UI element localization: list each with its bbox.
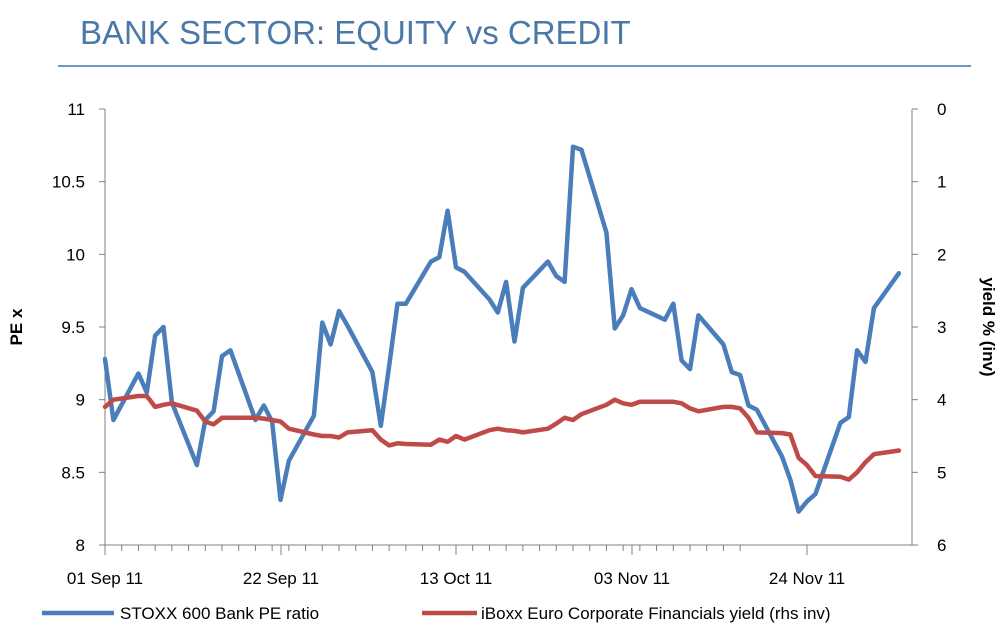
right-tick-label: 3 bbox=[937, 318, 946, 337]
x-tick-label: 22 Sep 11 bbox=[243, 569, 319, 588]
left-tick-label: 8 bbox=[76, 536, 85, 555]
right-axis-title: yield % (inv) bbox=[979, 277, 998, 376]
left-tick-label: 11 bbox=[67, 100, 85, 119]
legend-label: STOXX 600 Bank PE ratio bbox=[120, 604, 319, 623]
right-tick-label: 6 bbox=[937, 536, 946, 555]
series-line-iboxx-yield bbox=[102, 393, 902, 482]
left-tick-label: 10.5 bbox=[52, 173, 85, 192]
left-tick-label: 9.5 bbox=[61, 318, 85, 337]
x-tick-label: 24 Nov 11 bbox=[769, 569, 845, 588]
right-tick-label: 1 bbox=[937, 173, 946, 192]
right-tick-label: 2 bbox=[937, 245, 946, 264]
title-divider bbox=[58, 65, 971, 67]
left-axis-title: PE x bbox=[7, 308, 26, 345]
legend-label: iBoxx Euro Corporate Financials yield (r… bbox=[481, 604, 831, 623]
x-tick-label: 03 Nov 11 bbox=[594, 569, 670, 588]
left-tick-label: 9 bbox=[76, 391, 85, 410]
chart-title: BANK SECTOR: EQUITY vs CREDIT bbox=[80, 14, 631, 51]
right-tick-label: 4 bbox=[937, 391, 946, 410]
right-tick-label: 5 bbox=[937, 463, 946, 482]
series-line-stoxx-bank-pe bbox=[102, 144, 902, 514]
left-tick-label: 8.5 bbox=[61, 463, 85, 482]
x-tick-label: 13 Oct 11 bbox=[420, 569, 492, 588]
left-tick-label: 10 bbox=[66, 245, 85, 264]
right-tick-label: 0 bbox=[937, 100, 946, 119]
x-tick-label: 01 Sep 11 bbox=[67, 569, 143, 588]
